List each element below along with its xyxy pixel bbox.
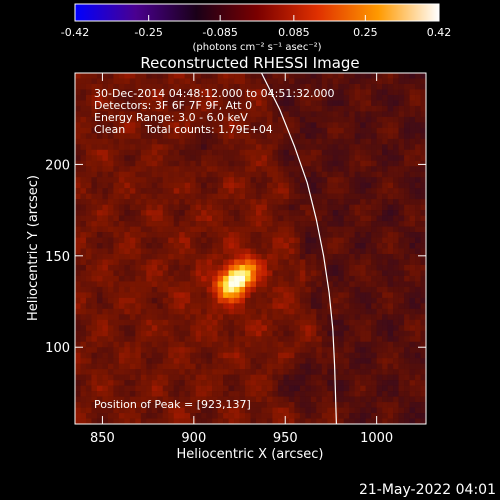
heatmap-image xyxy=(75,73,426,424)
timestamp: 21-May-2022 04:01 xyxy=(359,482,496,498)
plot-frame xyxy=(74,72,427,425)
annotation-time-range: 30-Dec-2014 04:48:12.000 to 04:51:32.000 xyxy=(94,87,335,100)
y-tick-label: 100 xyxy=(45,341,70,356)
y-tick-label: 200 xyxy=(45,158,70,173)
y-axis-ticks: 100 150 200 xyxy=(45,158,426,356)
colorbar-tick-label: 0.42 xyxy=(427,26,452,39)
annotation-detectors: Detectors: 3F 6F 7F 9F, Att 0 xyxy=(94,99,252,112)
x-axis-label: Heliocentric X (arcsec) xyxy=(177,447,324,462)
annotation-peak-position: Position of Peak = [923,137] xyxy=(94,398,251,411)
x-tick-label: 950 xyxy=(273,431,298,446)
colorbar-tick-label: -0.085 xyxy=(202,26,237,39)
colorbar-ticks: -0.42 -0.25 -0.085 0.085 0.25 0.42 xyxy=(61,15,451,39)
x-tick-label: 900 xyxy=(181,431,206,446)
colorbar-unit-label: (photons cm⁻² s⁻¹ asec⁻²) xyxy=(192,42,321,53)
y-axis-label: Heliocentric Y (arcsec) xyxy=(26,175,41,321)
solar-limb-curve xyxy=(260,73,337,424)
annotation-total-counts: Total counts: 1.79E+04 xyxy=(144,123,273,136)
annotation-energy: Energy Range: 3.0 - 6.0 keV xyxy=(94,111,248,124)
x-axis-ticks: 850 900 950 1000 xyxy=(90,73,393,446)
colorbar-tick-label: 0.085 xyxy=(278,26,310,39)
chart-title: Reconstructed RHESSI Image xyxy=(140,54,359,72)
annotation-clean: Clean xyxy=(94,123,125,136)
x-tick-label: 850 xyxy=(90,431,115,446)
colorbar-tick-label: -0.42 xyxy=(61,26,89,39)
colorbar-tick-label: -0.25 xyxy=(134,26,162,39)
x-tick-label: 1000 xyxy=(360,431,393,446)
y-tick-label: 150 xyxy=(45,250,70,265)
colorbar xyxy=(74,3,440,22)
colorbar-tick-label: 0.25 xyxy=(353,26,378,39)
